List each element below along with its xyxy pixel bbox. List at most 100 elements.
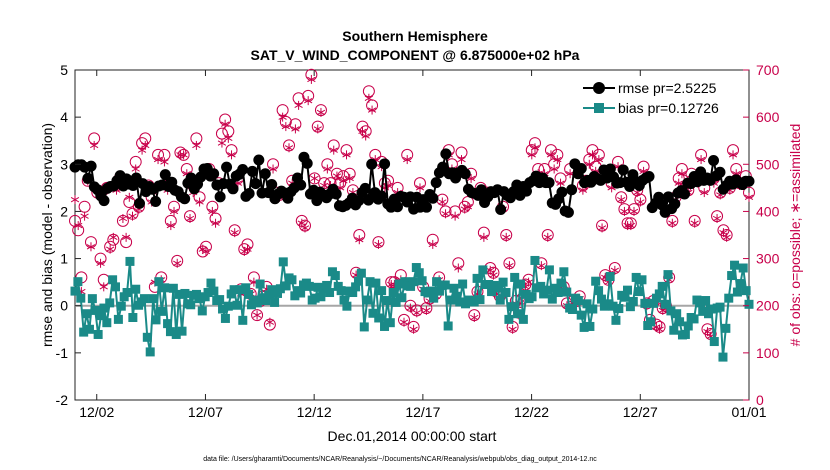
bias-point xyxy=(724,293,734,303)
obs-assimilated-point xyxy=(220,119,230,129)
bias-point xyxy=(70,286,80,296)
bias-point xyxy=(154,277,164,287)
bias-point xyxy=(145,347,155,357)
rmse-point xyxy=(301,157,313,169)
bias-point xyxy=(241,283,251,293)
bias-point xyxy=(218,304,228,314)
bias-point xyxy=(611,315,621,325)
bias-point xyxy=(223,301,233,311)
obs-assimilated-point xyxy=(387,280,396,289)
y-right-tick-label: 500 xyxy=(756,156,780,172)
rmse-point xyxy=(566,184,578,196)
bias-point xyxy=(142,332,152,342)
bias-point xyxy=(701,296,711,306)
bias-point xyxy=(76,293,86,303)
bias-point xyxy=(432,277,442,287)
obs-assimilated-point xyxy=(505,261,514,271)
obs-assimilated-point xyxy=(502,232,511,242)
bias-point xyxy=(542,285,552,295)
rmse-point xyxy=(440,148,452,160)
rmse-point xyxy=(575,163,587,175)
bias-point xyxy=(116,301,126,311)
bias-point xyxy=(368,308,378,318)
bias-point xyxy=(498,277,508,287)
rmse-point xyxy=(366,158,378,170)
obs-assimilated-point xyxy=(201,247,211,256)
obs-assimilated-point xyxy=(227,150,236,160)
rmse-point xyxy=(214,191,226,203)
y-axis-left-label: rmse and bias (model - observation) xyxy=(39,123,55,347)
rmse-point xyxy=(330,188,342,200)
obs-assimilated-point xyxy=(620,206,629,216)
obs-assimilated-point xyxy=(86,242,96,252)
obs-assimilated-point xyxy=(153,155,163,165)
obs-assimilated-point xyxy=(211,218,220,228)
rmse-point xyxy=(82,172,94,184)
bias-point xyxy=(518,314,528,324)
obs-assimilated-point xyxy=(252,310,262,320)
x-tick-label: 12/27 xyxy=(623,404,658,420)
obs-assimilated-point xyxy=(617,195,626,205)
bias-point xyxy=(455,297,465,307)
obs-assimilated-point xyxy=(700,188,709,198)
legend-bias-label: bias pr=0.12726 xyxy=(618,100,719,116)
legend-box xyxy=(578,76,742,120)
legend: rmse pr=2.5225 bias pr=0.12726 xyxy=(578,76,742,120)
obs-assimilated-point xyxy=(310,173,319,183)
bias-point xyxy=(304,281,314,291)
obs-assimilated-point xyxy=(243,244,252,254)
bias-point xyxy=(148,294,158,304)
y-right-tick-label: 700 xyxy=(756,62,780,78)
obs-assimilated-point xyxy=(450,211,460,221)
obs-assimilated-point xyxy=(169,206,179,216)
rmse-point xyxy=(708,155,720,167)
bias-point xyxy=(579,322,589,332)
bias-point xyxy=(680,329,690,339)
bias-point xyxy=(232,300,242,310)
obs-assimilated-point xyxy=(176,150,185,160)
bias-point xyxy=(417,276,427,286)
obs-assimilated-point xyxy=(121,232,131,242)
obs-assimilated-point xyxy=(192,140,201,150)
bias-point xyxy=(504,314,514,324)
bias-point xyxy=(596,294,606,304)
data-file-footnote: data file: /Users/gharamti/Documents/NCA… xyxy=(203,456,597,463)
obs-assimilated-point xyxy=(428,239,437,249)
obs-assimilated-point xyxy=(524,277,533,287)
obs-assimilated-point xyxy=(677,169,687,179)
obs-assimilated-point xyxy=(636,197,645,207)
bias-point xyxy=(620,292,630,302)
bias-point xyxy=(351,282,361,292)
bias-point xyxy=(510,272,520,282)
obs-assimilated-point xyxy=(99,282,108,292)
obs-assimilated-point xyxy=(403,155,412,165)
obs-assimilated-point xyxy=(588,150,597,160)
bias-point xyxy=(718,352,728,362)
bias-point xyxy=(105,298,115,308)
bias-point xyxy=(102,318,112,328)
bias-point xyxy=(721,323,731,333)
bias-point xyxy=(186,300,196,310)
bias-point xyxy=(487,287,497,297)
bias-point xyxy=(654,289,664,299)
rmse-point xyxy=(243,188,255,200)
bias-point xyxy=(157,306,167,316)
obs-assimilated-point xyxy=(166,221,175,231)
bias-point xyxy=(206,278,216,288)
bias-point xyxy=(128,313,138,322)
obs-assimilated-point xyxy=(409,324,418,334)
bias-point xyxy=(342,301,352,311)
bias-point xyxy=(406,281,416,291)
bias-point xyxy=(365,277,375,287)
bias-point xyxy=(356,268,366,278)
bias-point xyxy=(287,275,297,285)
rmse-point xyxy=(495,204,507,216)
bias-point xyxy=(513,309,523,319)
obs-assimilated-point xyxy=(623,221,632,231)
bias-point xyxy=(113,314,123,324)
bias-point xyxy=(362,295,372,305)
x-axis-label: Dec.01,2014 00:00:00 start xyxy=(328,428,497,444)
obs-assimilated-point xyxy=(355,235,364,245)
x-tick-label: 12/22 xyxy=(514,404,549,420)
bias-point xyxy=(79,327,89,337)
